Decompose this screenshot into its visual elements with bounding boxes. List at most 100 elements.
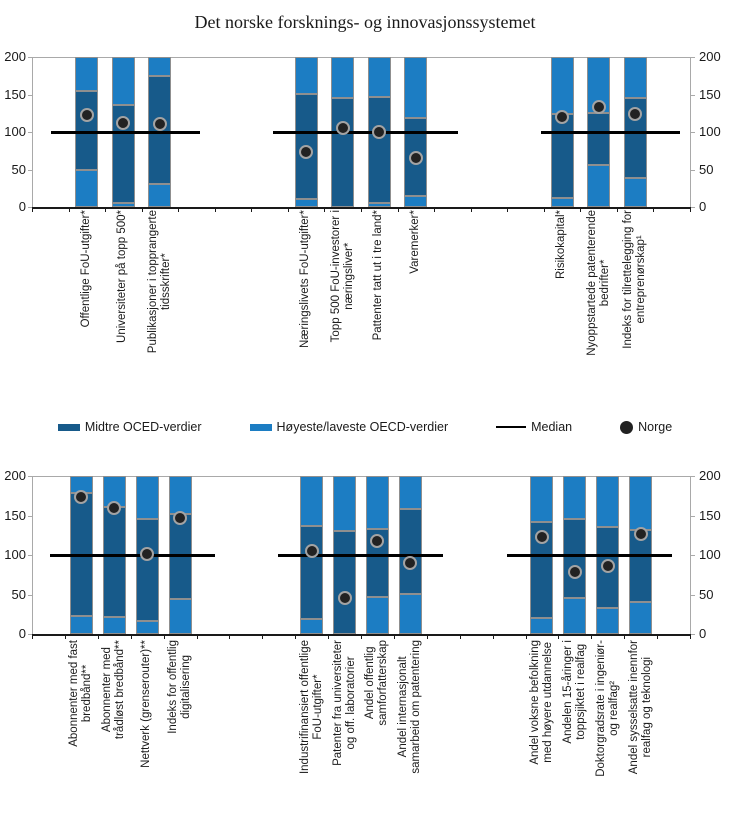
chart-legend: Midtre OCED-verdier Høyeste/laveste OECD… (0, 415, 730, 439)
bar-segment-range-oecd (530, 618, 554, 634)
category-label: Andel voksne befolkning med høyere utdan… (526, 640, 558, 816)
legend-norge-dot-icon (620, 420, 634, 434)
y-tick (28, 555, 32, 556)
y-tick (691, 634, 695, 635)
x-tick (624, 635, 626, 639)
bar-segment-mid-oecd (168, 513, 192, 600)
bar-segment-range-oecd (148, 57, 172, 76)
bar-segment-range-oecd (168, 599, 192, 634)
x-tick (229, 635, 231, 639)
y-tick (691, 94, 695, 96)
category-label: Nettverk (grenserouter)** (131, 640, 163, 816)
category-label-text: Abonnenter med fast bredbånd** (67, 640, 94, 747)
category-label: Andel sysselsatte inennfor realfag og te… (625, 640, 657, 816)
bar-segment-range-oecd (75, 170, 99, 207)
y-axis-label: 100 (699, 124, 721, 139)
y-axis-label: 50 (699, 586, 714, 602)
figure-title: Det norske forsknings- og innovasjonssys… (194, 12, 536, 32)
y-axis-left (32, 57, 33, 207)
y-tick (28, 634, 32, 635)
y-axis-label: 0 (699, 199, 707, 214)
legend-label: Høyeste/laveste OECD-verdier (276, 420, 449, 434)
y-axis-label: 200 (4, 468, 26, 483)
category-label: Topp 500 FoU-investorer i næringsliver* (327, 210, 359, 406)
x-tick (470, 208, 472, 212)
category-label: Doktorgradsrate i ingeniør- og realfag² (592, 640, 624, 816)
norge-dot (555, 110, 570, 124)
x-tick (361, 208, 362, 212)
x-tick (653, 208, 655, 212)
x-tick (393, 635, 395, 639)
bar-segment-range-oecd (530, 476, 554, 522)
category-label-text: Andelen 15-åringer i toppsjiktet i realf… (561, 640, 587, 744)
x-tick (361, 635, 362, 639)
legend-item-high-low-oecd: Høyeste/laveste OECD-verdier (249, 420, 449, 434)
legend-label: Norge (638, 420, 673, 434)
category-label: Varemerker* (400, 210, 432, 406)
norge-dot (633, 526, 648, 541)
norge-dot (140, 547, 155, 562)
category-label-text: Abonnenter med trådløst bredbånd** (100, 640, 127, 740)
category-label-text: Indeks for tilrettelegging for entrepren… (621, 210, 648, 349)
bar-segment-range-oecd (75, 57, 99, 91)
bar-segment-range-oecd (623, 57, 647, 98)
x-tick (97, 635, 99, 639)
gridline-200 (32, 476, 690, 477)
bar-segment-mid-oecd (550, 114, 574, 198)
x-tick (251, 208, 253, 212)
bar-segment-mid-oecd (331, 97, 355, 207)
y-tick (691, 476, 695, 477)
category-label: Patenter fra universiteter og off. labor… (329, 640, 361, 816)
x-tick (32, 208, 33, 212)
category-label: Offentlige FoU-utgifter* (71, 210, 103, 406)
median-line (541, 130, 680, 134)
category-label: Næringslivets FoU-utgifter* (290, 210, 322, 406)
y-axis-label: 50 (11, 161, 26, 177)
x-tick (214, 208, 216, 212)
x-tick (178, 208, 180, 212)
bar-segment-range-oecd (367, 202, 391, 207)
bar-segment-mid-oecd (563, 519, 587, 599)
y-axis-right (690, 476, 691, 634)
category-label-text: Offentlige FoU-utgifter* (80, 210, 93, 328)
bar-segment-range-oecd (596, 476, 620, 528)
bar-segment-range-oecd (398, 476, 422, 510)
norge-dot (173, 510, 188, 525)
category-label: Nyoppstartede patenterende bedrifter* (583, 210, 615, 406)
y-axis-label: 50 (11, 586, 26, 602)
category-label-text: Næringslivets FoU-utgifter* (299, 210, 312, 349)
norge-dot (337, 590, 352, 605)
bar-segment-range-oecd (69, 615, 93, 634)
category-label-text: Andel offentlig samforfatterskap (363, 640, 390, 726)
y-axis-label: 50 (699, 161, 714, 177)
y-axis-label: 200 (699, 468, 721, 483)
norge-dot (299, 145, 314, 160)
legend-label: Midtre OCED-verdier (84, 420, 202, 434)
bar-segment-mid-oecd (530, 521, 554, 619)
legend-swatch-light-icon (249, 423, 272, 431)
x-tick (690, 208, 691, 212)
y-axis-label: 100 (699, 547, 721, 562)
category-label: Andelen 15-åringer i toppsjiktet i realf… (559, 640, 591, 816)
y-axis-label: 150 (699, 86, 721, 102)
bar-segment-range-oecd (135, 476, 159, 520)
bar-segment-range-oecd (404, 57, 428, 118)
x-tick (324, 208, 326, 212)
category-label: Abonnenter med trådløst bredbånd** (98, 640, 130, 816)
legend-item-norge: Norge (620, 420, 672, 434)
bar-segment-mid-oecd (111, 105, 135, 204)
norge-dot (372, 125, 387, 139)
x-tick (690, 635, 691, 639)
y-axis-label: 0 (699, 626, 707, 641)
x-axis (32, 634, 691, 636)
bar-segment-range-oecd (550, 57, 574, 114)
category-label-text: Patenter fra universiteter og off. labor… (331, 640, 357, 766)
y-axis-label: 0 (18, 199, 26, 214)
category-label: Indeks for offentlig digitalisering (164, 640, 196, 816)
y-tick (28, 94, 32, 96)
y-tick (28, 476, 32, 477)
category-label: Pattenter tatt ut i tre land* (363, 210, 395, 406)
bar-segment-range-oecd (102, 617, 126, 634)
y-axis-label: 150 (699, 507, 721, 523)
